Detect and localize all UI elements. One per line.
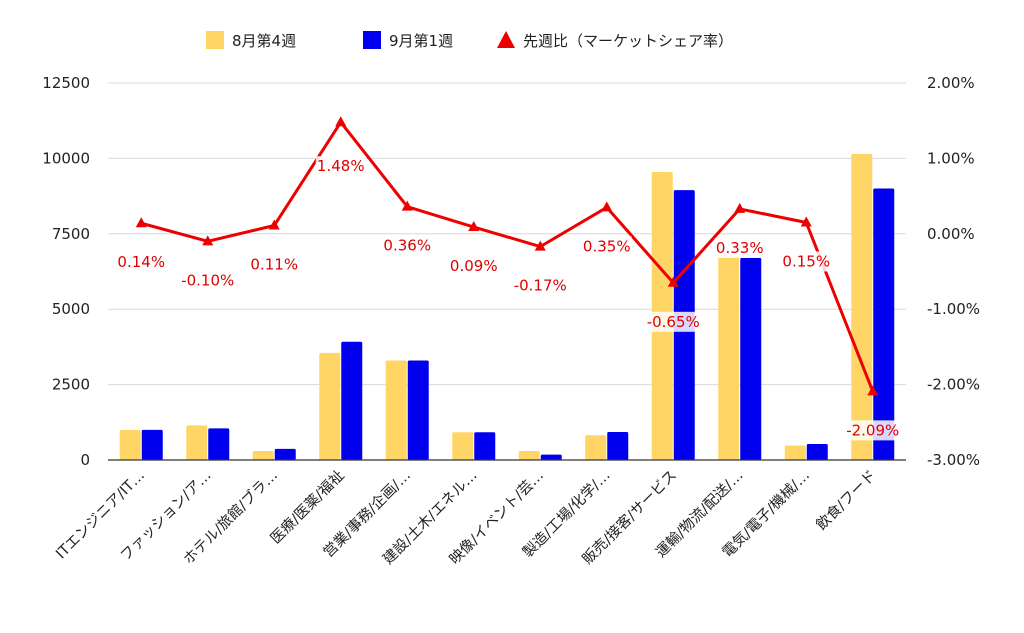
y-left-tick-label: 0 bbox=[80, 451, 90, 469]
bar-series-2 bbox=[740, 257, 762, 460]
data-label: -0.10% bbox=[181, 271, 234, 289]
data-label-bg bbox=[448, 256, 499, 277]
bar-series-2 bbox=[607, 431, 629, 460]
bar-series-1 bbox=[718, 256, 740, 460]
legend-swatch-series-1 bbox=[206, 31, 224, 49]
data-label: 0.11% bbox=[250, 256, 298, 274]
bar-series-2 bbox=[274, 448, 296, 460]
data-label-bg bbox=[581, 236, 632, 257]
bar-series-2 bbox=[141, 429, 163, 460]
bar-series-1 bbox=[452, 432, 474, 460]
x-axis-labels: ITエンジニア/IT…ファッション/ア…ホテル/旅館/ブラ…医療/医薬/福祉営業… bbox=[53, 466, 879, 568]
legend-label-series-3: 先週比（マーケットシェア率） bbox=[523, 32, 733, 50]
legend-swatch-series-2 bbox=[363, 31, 381, 49]
y-right-tick-label: 2.00% bbox=[927, 74, 975, 92]
data-label-bg bbox=[116, 252, 167, 273]
bar-series-2 bbox=[208, 428, 230, 460]
y-axis-left: 0 2500 5000 7500 10000 12500 bbox=[42, 74, 90, 469]
y-right-tick-label: 0.00% bbox=[927, 225, 975, 243]
data-label-bg bbox=[843, 420, 903, 441]
bar-series-2 bbox=[407, 360, 429, 460]
x-tick-label: 飲食/フード bbox=[813, 467, 880, 534]
legend-triangle-icon bbox=[497, 31, 515, 48]
y-left-tick-label: 2500 bbox=[52, 376, 90, 394]
line-marker bbox=[401, 200, 413, 211]
bar-series-1 bbox=[119, 429, 141, 460]
data-label: 0.36% bbox=[383, 237, 431, 255]
bar-series-1 bbox=[186, 425, 208, 460]
line-marker bbox=[135, 217, 147, 228]
bar-series-2 bbox=[806, 444, 828, 460]
data-label: -2.09% bbox=[846, 421, 899, 439]
y-left-tick-label: 10000 bbox=[42, 149, 90, 167]
y-right-tick-label: -3.00% bbox=[927, 451, 980, 469]
line-marker bbox=[534, 240, 546, 251]
bar-series-1 bbox=[319, 352, 341, 460]
data-label: -0.65% bbox=[647, 313, 700, 331]
data-label: 0.14% bbox=[117, 253, 165, 271]
data-label-bg bbox=[178, 270, 238, 291]
bar-series-1 bbox=[851, 153, 873, 460]
bar-series-1 bbox=[585, 435, 607, 460]
line-marker bbox=[202, 235, 214, 246]
share-line bbox=[135, 116, 879, 396]
data-label: 0.35% bbox=[583, 237, 631, 255]
bar-series-2 bbox=[540, 454, 562, 460]
y-left-tick-label: 7500 bbox=[52, 225, 90, 243]
y-right-tick-label: 1.00% bbox=[927, 149, 975, 167]
y-right-tick-label: -1.00% bbox=[927, 300, 980, 318]
line-marker bbox=[667, 276, 679, 287]
data-labels: 0.14% -0.10% 0.11% 1.48% 0.36% 0.09% -0.17% 0.3… bbox=[116, 156, 903, 441]
bar-series-1 bbox=[252, 450, 274, 460]
bar-series-2 bbox=[474, 432, 496, 460]
line-marker bbox=[734, 202, 746, 213]
data-label-bg bbox=[643, 311, 703, 332]
bar-series-1 bbox=[784, 445, 806, 460]
legend-label-series-2: 9月第1週 bbox=[389, 32, 453, 50]
data-label-bg bbox=[781, 251, 832, 272]
bar-series-1 bbox=[518, 450, 540, 460]
y-right-tick-label: -2.00% bbox=[927, 376, 980, 394]
data-label: 1.48% bbox=[317, 157, 365, 175]
line-marker bbox=[800, 216, 812, 227]
data-label: 0.09% bbox=[450, 257, 498, 275]
line-marker bbox=[867, 385, 879, 396]
data-label: 0.33% bbox=[716, 239, 764, 257]
y-left-tick-label: 12500 bbox=[42, 74, 90, 92]
data-label-bg bbox=[714, 237, 765, 258]
bar-series-1 bbox=[385, 360, 407, 460]
line-marker bbox=[335, 116, 347, 127]
data-label-bg bbox=[382, 235, 433, 256]
data-label: -0.17% bbox=[514, 277, 567, 295]
bar-series-2 bbox=[873, 188, 895, 460]
line-marker bbox=[468, 221, 480, 232]
legend-label-series-1: 8月第4週 bbox=[232, 32, 296, 50]
data-label: 0.15% bbox=[782, 252, 830, 270]
data-label-bg bbox=[510, 275, 570, 296]
data-label-bg bbox=[315, 156, 366, 177]
y-left-tick-label: 5000 bbox=[52, 300, 90, 318]
line-marker bbox=[601, 201, 613, 212]
line-marker bbox=[268, 219, 280, 230]
bar-series-2 bbox=[341, 341, 363, 460]
gridlines bbox=[108, 82, 906, 386]
data-label-bg bbox=[249, 254, 300, 275]
y-axis-right: -3.00% -2.00% -1.00% 0.00% 1.00% 2.00% bbox=[927, 74, 980, 469]
legend: 8月第4週 9月第1週 先週比（マーケットシェア率） bbox=[206, 31, 733, 50]
bars bbox=[119, 153, 895, 461]
line-series-3 bbox=[140, 120, 875, 392]
